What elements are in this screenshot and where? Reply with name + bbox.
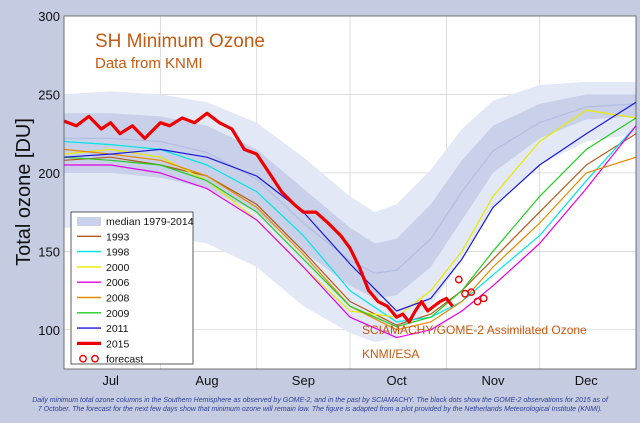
- legend-label: 2015: [106, 338, 130, 350]
- y-tick-label: 200: [38, 166, 60, 181]
- legend-label: 2000: [106, 262, 130, 274]
- x-tick-label: Dec: [575, 373, 599, 388]
- chart-title: SH Minimum Ozone: [95, 31, 265, 52]
- x-tick-label: Aug: [195, 373, 218, 388]
- forecast-point: [454, 275, 463, 284]
- x-tick-label: Nov: [481, 373, 505, 388]
- x-tick-label: Oct: [387, 373, 408, 388]
- chart-subtitle: Data from KNMI: [95, 55, 203, 72]
- legend-label: 2011: [106, 323, 129, 335]
- x-tick-label: Sep: [292, 373, 315, 388]
- y-tick-label: 100: [38, 323, 60, 338]
- series-line-2000: [63, 109, 637, 318]
- forecast-point: [473, 297, 482, 306]
- source-annotation: SCIAMACHY/GOME-2 Assimilated Ozone: [362, 323, 587, 337]
- median-band: [64, 81, 637, 343]
- series-line-2008: [63, 148, 637, 331]
- x-axis: Jul Aug Sep Oct Nov Dec: [102, 373, 598, 388]
- y-axis: 100 150 200 250 300: [38, 9, 60, 338]
- legend-label: median 1979-2014: [106, 216, 194, 228]
- band-median: [64, 103, 637, 274]
- plot-frame: [63, 15, 637, 370]
- y-tick-label: 300: [38, 9, 60, 24]
- legend-swatch-forecast: [91, 354, 99, 363]
- figure-caption: Daily minimum total ozone columns in the…: [32, 397, 608, 413]
- legend-label: 2009: [106, 308, 130, 320]
- forecast-point: [467, 288, 476, 297]
- legend-label: 2008: [106, 293, 130, 305]
- credit-annotation: KNMI/ESA: [362, 347, 419, 361]
- series-line-1998: [63, 125, 637, 323]
- series-line-2011: [63, 101, 637, 312]
- series-lines: [63, 101, 637, 339]
- legend-swatch-forecast: [79, 354, 87, 363]
- y-tick-label: 150: [38, 244, 60, 259]
- legend-swatch-band: [77, 217, 101, 226]
- y-axis-title: Total ozone [DU]: [13, 118, 35, 266]
- legend-label: 1998: [106, 247, 130, 259]
- x-tick-label: Jul: [102, 373, 119, 388]
- legend-box: [70, 211, 194, 365]
- forecast-point: [479, 294, 488, 303]
- series-line-2015: [63, 111, 454, 324]
- series-line-1993: [63, 133, 637, 326]
- series-line-2006: [64, 125, 637, 339]
- forecast-markers: [454, 275, 488, 306]
- series-line-2009: [63, 117, 637, 328]
- legend-label: forecast: [106, 354, 143, 366]
- y-tick-label: 250: [38, 87, 60, 102]
- legend-label: 1993: [106, 231, 130, 243]
- legend: median 1979-2014 1993 1998 2000 2006 2008 2009…: [70, 211, 194, 366]
- band-inner: [64, 94, 636, 299]
- legend-label: 2006: [106, 277, 130, 289]
